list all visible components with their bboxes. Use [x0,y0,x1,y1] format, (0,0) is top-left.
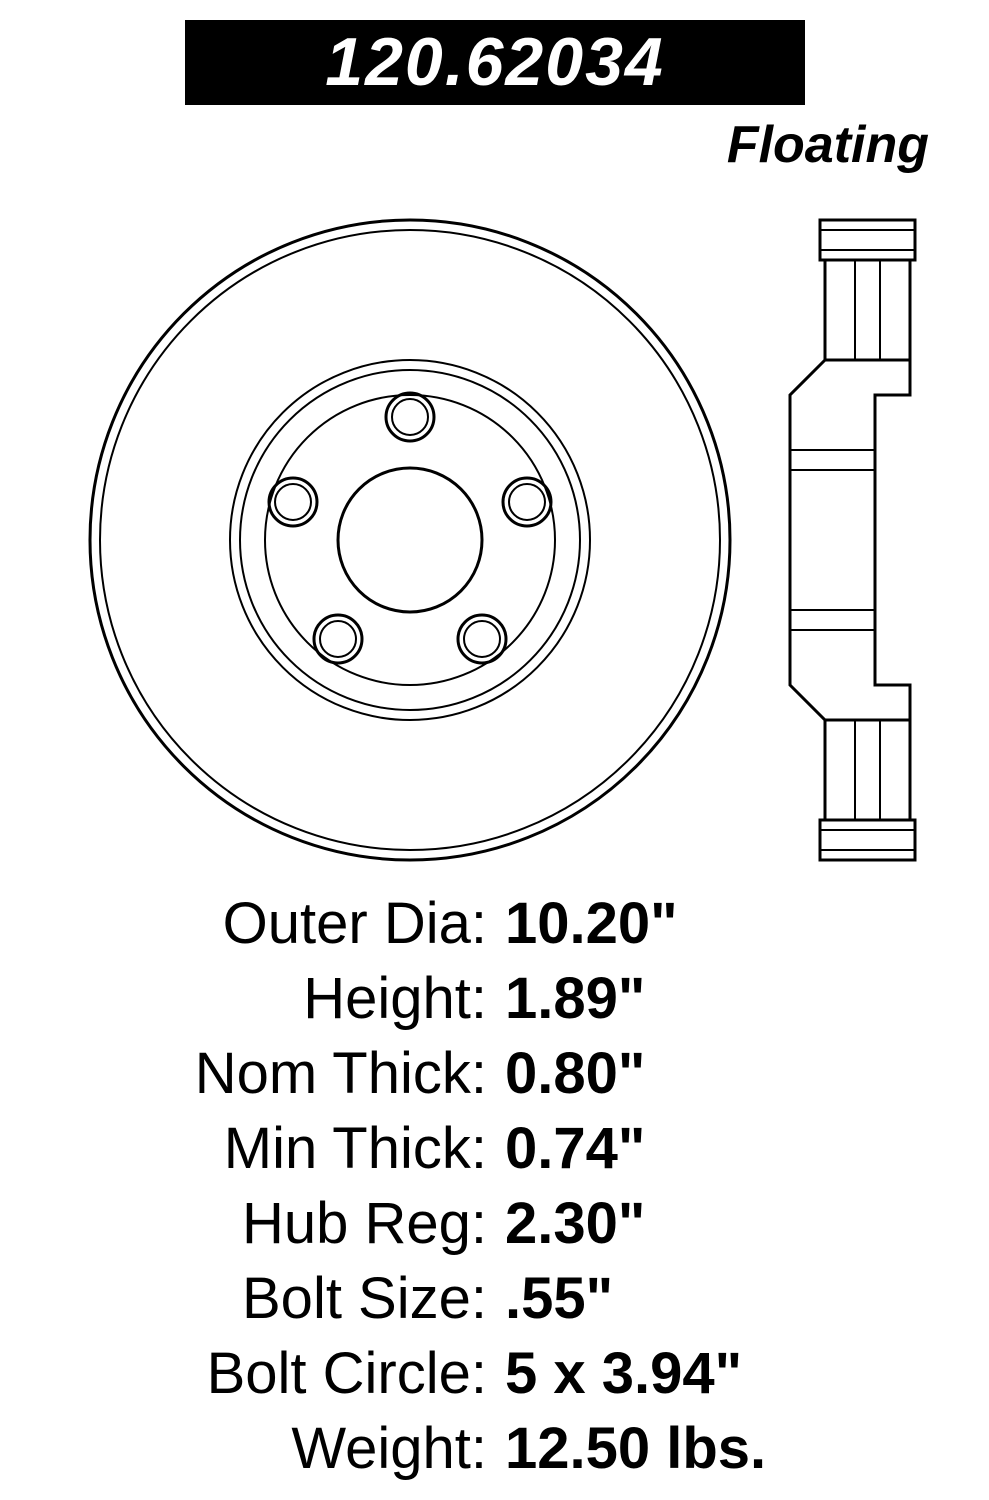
spec-label: Bolt Size: [60,1265,505,1332]
spec-row: Bolt Size: .55" [60,1265,930,1332]
spec-label: Outer Dia: [60,890,505,957]
spec-row: Weight: 12.50 lbs. [60,1415,930,1482]
spec-row: Height: 1.89" [60,965,930,1032]
spec-table: Outer Dia: 10.20" Height: 1.89" Nom Thic… [60,890,930,1490]
spec-label: Bolt Circle: [60,1340,505,1407]
spec-row: Min Thick: 0.74" [60,1115,930,1182]
spec-label: Nom Thick: [60,1040,505,1107]
rotor-diagram [40,200,949,880]
spec-label: Height: [60,965,505,1032]
spec-value: .55" [505,1265,613,1332]
spec-value: 0.74" [505,1115,645,1182]
spec-value: 10.20" [505,890,678,957]
spec-label: Hub Reg: [60,1190,505,1257]
spec-value: 2.30" [505,1190,645,1257]
spec-value: 5 x 3.94" [505,1340,742,1407]
rotor-front-view [90,220,730,860]
spec-row: Outer Dia: 10.20" [60,890,930,957]
part-number-header: 120.62034 [185,20,805,105]
spec-row: Bolt Circle: 5 x 3.94" [60,1340,930,1407]
rotor-svg [40,200,949,880]
spec-label: Weight: [60,1415,505,1482]
spec-value: 0.80" [505,1040,645,1107]
rotor-side-view [790,220,915,860]
spec-value: 12.50 lbs. [505,1415,766,1482]
rotor-type-label: Floating [727,115,929,175]
spec-row: Hub Reg: 2.30" [60,1190,930,1257]
spec-label: Min Thick: [60,1115,505,1182]
spec-row: Nom Thick: 0.80" [60,1040,930,1107]
spec-value: 1.89" [505,965,645,1032]
